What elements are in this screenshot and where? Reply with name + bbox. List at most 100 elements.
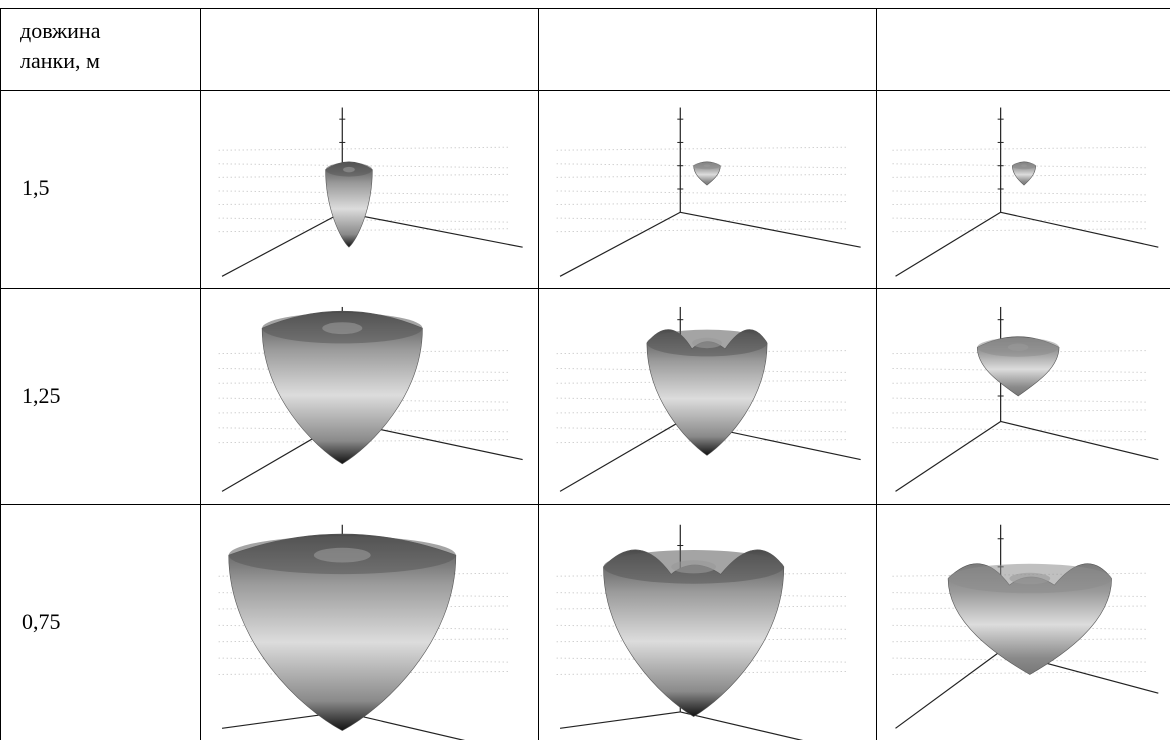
grid-dotted-line — [556, 427, 848, 433]
grid-dotted-line — [218, 173, 510, 178]
header-link-length: довжина ланки, м — [20, 16, 100, 76]
row-divider — [0, 288, 1170, 289]
y-axis-line — [1000, 211, 1159, 248]
grid-dotted-line — [892, 427, 1147, 433]
grid-dotted-line — [218, 397, 510, 403]
surface-shape — [228, 533, 457, 731]
surface-plot-image — [556, 107, 861, 277]
grid-dotted-line — [892, 217, 1147, 223]
row-label-1: 1,5 — [22, 175, 50, 200]
grid-dotted-line — [556, 605, 848, 610]
grid-dotted-line — [556, 379, 848, 384]
plot-cell — [202, 290, 536, 502]
surface-plot-image — [892, 306, 1159, 492]
grid-dotted-line — [892, 228, 1147, 233]
grid-dotted-line — [892, 146, 1147, 151]
surface-plot-image — [556, 306, 861, 492]
surface-center-mark — [703, 164, 711, 168]
grid-dotted-line — [556, 409, 848, 414]
header-line-1: довжина — [20, 18, 101, 43]
x-axis-line — [559, 420, 681, 492]
surface-plot-image — [556, 524, 848, 740]
surface-center-mark — [691, 337, 723, 349]
grid-dotted-line — [218, 163, 510, 169]
surface-shape — [261, 310, 423, 465]
grid-dotted-line — [218, 201, 510, 206]
surface-plot-image — [892, 524, 1159, 729]
surface-center-mark — [1007, 343, 1029, 351]
grid-dotted-line — [556, 624, 848, 630]
grid-dotted-line — [218, 228, 510, 233]
plot-cell — [878, 290, 1170, 502]
row-divider — [0, 504, 1170, 505]
grid-dotted-line — [556, 657, 848, 663]
grid-dotted-line — [218, 427, 510, 433]
grid-dotted-line — [218, 409, 510, 414]
grid-dotted-line — [556, 201, 848, 206]
plot-cell — [202, 506, 536, 740]
surface-center-mark — [322, 322, 363, 335]
surface-center-mark — [1009, 572, 1051, 585]
grid-dotted-line — [218, 439, 510, 444]
row-divider — [0, 90, 1170, 91]
row-label-3: 0,75 — [22, 609, 61, 634]
grid-dotted-line — [218, 670, 510, 675]
plot-cell — [878, 506, 1170, 740]
surface-plot-image — [218, 107, 523, 277]
grid-dotted-line — [218, 190, 510, 196]
plot-cell — [540, 92, 874, 286]
x-axis-line — [221, 211, 343, 277]
grid-dotted-line — [218, 379, 510, 384]
grid-dotted-line — [556, 190, 848, 196]
grid-dotted-line — [892, 397, 1147, 403]
grid-dotted-line — [556, 439, 848, 444]
surface-plot-image — [892, 107, 1159, 277]
surface-center-mark — [313, 547, 371, 563]
table-border-top — [0, 8, 1170, 9]
grid-dotted-line — [556, 592, 848, 598]
grid-dotted-line — [556, 397, 848, 403]
x-axis-line — [559, 211, 681, 277]
grid-dotted-line — [556, 670, 848, 675]
y-axis-line — [342, 211, 523, 248]
column-divider — [200, 8, 201, 740]
y-axis-line — [680, 711, 804, 740]
grid-dotted-line — [556, 638, 848, 643]
column-divider — [876, 8, 877, 740]
surface-shape — [325, 161, 373, 248]
row-label-2: 1,25 — [22, 383, 61, 408]
y-axis-line — [680, 211, 861, 248]
surface-center-mark — [1021, 164, 1027, 168]
grid-dotted-line — [556, 367, 848, 373]
grid-dotted-line — [892, 190, 1147, 196]
column-divider — [538, 8, 539, 740]
y-axis-line — [342, 711, 466, 740]
grid-dotted-line — [218, 217, 510, 223]
x-axis-line — [895, 650, 1001, 729]
grid-dotted-line — [892, 670, 1147, 675]
x-axis-line — [895, 420, 1001, 492]
table-border-left — [0, 8, 1, 740]
y-axis-line — [1000, 420, 1159, 461]
grid-dotted-line — [556, 146, 848, 151]
x-axis-line — [559, 711, 681, 729]
surface-center-mark — [343, 166, 355, 173]
x-axis-line — [895, 211, 1001, 277]
plot-cell — [878, 92, 1170, 286]
surface-center-mark — [671, 560, 717, 574]
surface-plot-image — [218, 524, 510, 740]
grid-dotted-line — [892, 409, 1147, 414]
grid-dotted-line — [556, 173, 848, 178]
plot-cell — [202, 92, 536, 286]
surface-plot-image — [218, 306, 523, 492]
grid-dotted-line — [892, 201, 1147, 206]
plot-cell — [540, 506, 874, 740]
plot-cell — [540, 290, 874, 502]
grid-dotted-line — [892, 439, 1147, 444]
grid-dotted-line — [556, 217, 848, 223]
grid-dotted-line — [556, 163, 848, 169]
grid-dotted-line — [556, 228, 848, 233]
grid-dotted-line — [218, 367, 510, 373]
grid-dotted-line — [556, 350, 848, 355]
